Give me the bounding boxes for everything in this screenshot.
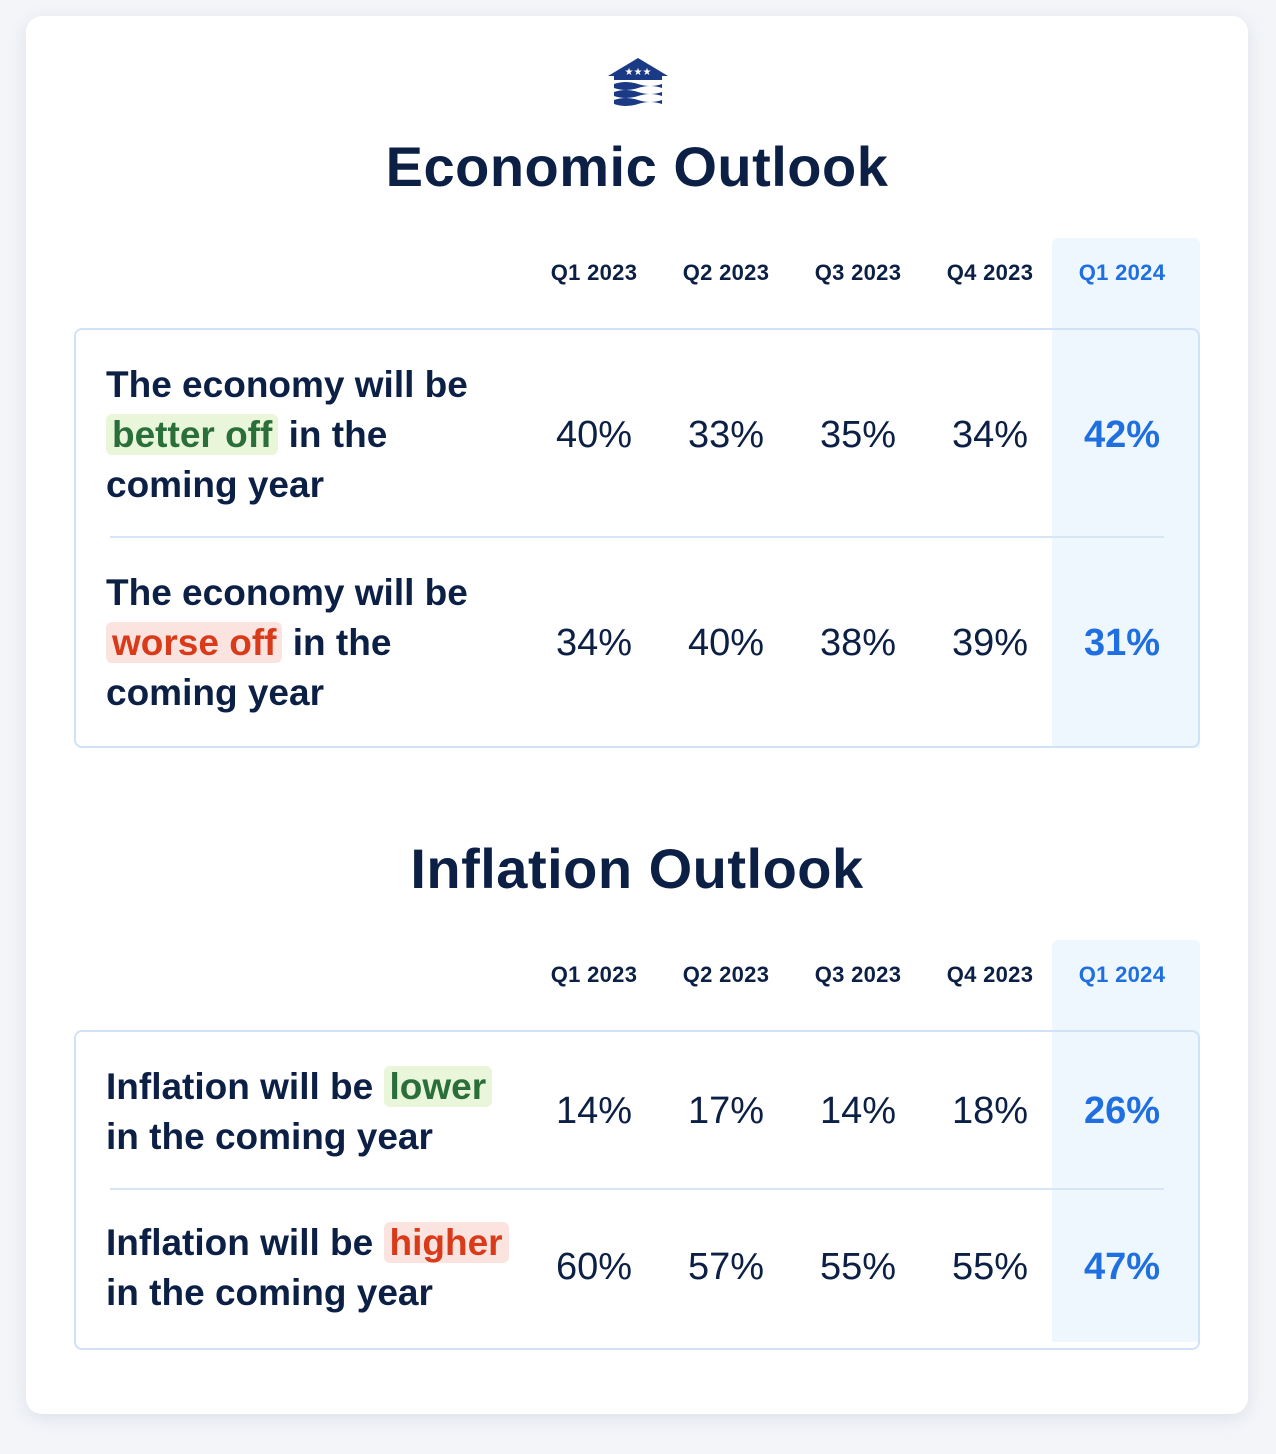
row-label: The economy will be better off in the co…	[106, 360, 506, 510]
table-cell: 33%	[687, 414, 765, 456]
table-cell: 57%	[687, 1246, 765, 1288]
table-cell-highlight: 47%	[1083, 1246, 1161, 1288]
table-cell: 39%	[951, 622, 1029, 664]
table-cell: 55%	[951, 1246, 1029, 1288]
outlook-card: ★★★ Economic Outlook Q1 2023 Q2 2023 Q3 …	[26, 16, 1248, 1414]
column-header: Q3 2023	[814, 260, 902, 285]
inflation-outlook-title: Inflation Outlook	[410, 837, 864, 900]
label-text: Inflation will be	[106, 1066, 374, 1107]
row-divider	[110, 1188, 1164, 1190]
svg-text:★★★: ★★★	[625, 67, 652, 78]
table-cell: 14%	[819, 1090, 897, 1132]
column-header-highlight: Q1 2024	[1078, 260, 1166, 285]
column-header: Q2 2023	[682, 260, 770, 285]
positive-tag: better off	[106, 414, 279, 455]
column-header: Q3 2023	[814, 962, 902, 987]
table-cell: 60%	[555, 1246, 633, 1288]
table-row: Inflation will be lower in the coming ye…	[76, 1032, 1198, 1188]
label-text: in the coming year	[106, 1116, 433, 1157]
table-row: Inflation will be higher in the coming y…	[76, 1190, 1198, 1346]
table-cell-highlight: 31%	[1083, 622, 1161, 664]
column-header: Q1 2023	[550, 962, 638, 987]
table-cell-highlight: 26%	[1083, 1090, 1161, 1132]
highlight-column	[1052, 940, 1200, 1342]
table-cell: 40%	[555, 414, 633, 456]
label-text: The economy will be	[106, 364, 468, 405]
row-label: The economy will be worse off in the com…	[106, 568, 506, 718]
column-header: Q1 2023	[550, 260, 638, 285]
economic-outlook-table: Q1 2023 Q2 2023 Q3 2023 Q4 2023 Q1 2024 …	[74, 238, 1200, 748]
table-row: The economy will be worse off in the com…	[76, 538, 1198, 744]
table-body: Inflation will be lower in the coming ye…	[74, 1030, 1200, 1350]
label-text: The economy will be	[106, 572, 468, 613]
table-cell: 55%	[819, 1246, 897, 1288]
column-header-highlight: Q1 2024	[1078, 962, 1166, 987]
table-header: Q1 2023 Q2 2023 Q3 2023 Q4 2023 Q1 2024	[74, 238, 1200, 328]
negative-tag: worse off	[106, 622, 283, 663]
economic-outlook-title: Economic Outlook	[385, 135, 889, 198]
label-text: Inflation will be	[106, 1222, 374, 1263]
negative-tag: higher	[383, 1222, 509, 1263]
table-cell: 35%	[819, 414, 897, 456]
row-label: Inflation will be lower in the coming ye…	[106, 1062, 526, 1162]
row-label: Inflation will be higher in the coming y…	[106, 1218, 526, 1318]
column-header: Q2 2023	[682, 962, 770, 987]
positive-tag: lower	[383, 1066, 493, 1107]
table-cell-highlight: 42%	[1083, 414, 1161, 456]
table-cell: 34%	[951, 414, 1029, 456]
column-header: Q4 2023	[946, 962, 1034, 987]
table-cell: 14%	[555, 1090, 633, 1132]
label-text: in the coming year	[106, 622, 392, 713]
table-cell: 18%	[951, 1090, 1029, 1132]
table-cell: 17%	[687, 1090, 765, 1132]
row-divider	[110, 536, 1164, 538]
highlight-column	[1052, 238, 1200, 748]
table-cell: 40%	[687, 622, 765, 664]
inflation-outlook-table: Q1 2023 Q2 2023 Q3 2023 Q4 2023 Q1 2024 …	[74, 940, 1200, 1350]
house-flag-icon: ★★★	[608, 58, 668, 106]
label-text: in the coming year	[106, 1272, 433, 1313]
table-cell: 38%	[819, 622, 897, 664]
column-header: Q4 2023	[946, 260, 1034, 285]
table-cell: 34%	[555, 622, 633, 664]
table-body: The economy will be better off in the co…	[74, 328, 1200, 748]
label-text: in the coming year	[106, 414, 388, 505]
table-header: Q1 2023 Q2 2023 Q3 2023 Q4 2023 Q1 2024	[74, 940, 1200, 1030]
table-row: The economy will be better off in the co…	[76, 330, 1198, 536]
